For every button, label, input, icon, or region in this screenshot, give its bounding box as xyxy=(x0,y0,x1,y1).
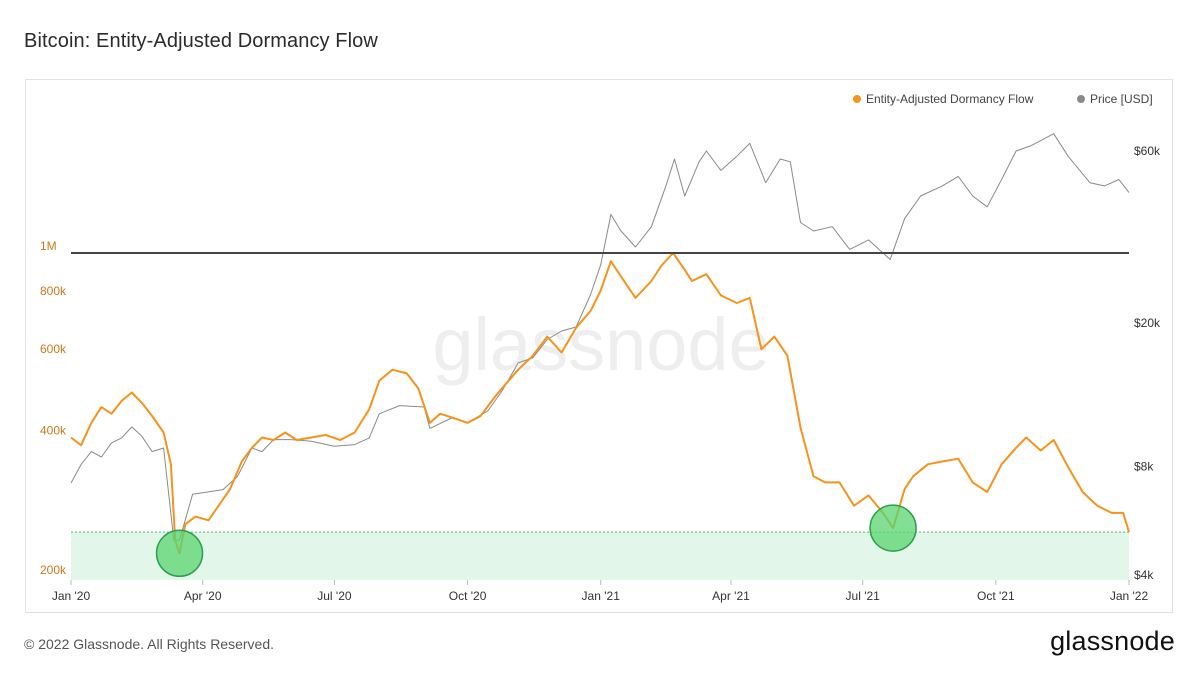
legend-swatch xyxy=(1077,95,1085,103)
brand-logo[interactable]: glassnode xyxy=(1050,626,1175,656)
bottom-highlight-marker xyxy=(869,504,917,552)
x-tick-label: Oct '21 xyxy=(977,589,1015,603)
chart-frame: glassnode Jan '20 Apr '20 Jul '20 Oct '20 Jan… xyxy=(25,79,1173,613)
copyright-text: © 2022 Glassnode. All Rights Reserved. xyxy=(24,636,275,652)
x-tick-label: Apr '20 xyxy=(184,589,222,603)
dormancy-flow-chart: glassnode Jan '20 Apr '20 Jul '20 Oct '20 Jan… xyxy=(40,92,1161,603)
y-left-tick-label: 200k xyxy=(40,563,67,577)
y-left-tick-label: 400k xyxy=(40,423,67,437)
x-tick-label: Apr '21 xyxy=(712,589,750,603)
y-right-tick-label: $4k xyxy=(1134,568,1154,582)
y-right-tick-label: $20k xyxy=(1134,316,1161,330)
price-series-line xyxy=(70,133,1130,541)
legend-label: Entity-Adjusted Dormancy Flow xyxy=(866,92,1034,106)
bottom-highlight-marker xyxy=(155,529,204,578)
x-tick-label: Jul '20 xyxy=(317,589,352,603)
y-right-tick-label: $8k xyxy=(1134,459,1154,473)
legend-swatch xyxy=(853,95,861,103)
legend-label: Price [USD] xyxy=(1090,92,1153,106)
buy-zone-band xyxy=(71,532,1129,580)
page-title: Bitcoin: Entity-Adjusted Dormancy Flow xyxy=(24,30,378,52)
dormancy-flow-series-line xyxy=(70,252,1130,555)
y-left-tick-label: 1M xyxy=(40,239,57,253)
x-tick-label: Jan '22 xyxy=(1110,589,1149,603)
watermark-text: glassnode xyxy=(432,303,769,386)
y-left-tick-label: 600k xyxy=(40,342,67,356)
x-tick-label: Jan '21 xyxy=(582,589,621,603)
x-tick-label: Jul '21 xyxy=(846,589,881,603)
y-left-tick-label: 800k xyxy=(40,284,67,298)
y-right-tick-label: $60k xyxy=(1134,144,1161,158)
x-tick-label: Jan '20 xyxy=(52,589,91,603)
x-tick-label: Oct '20 xyxy=(449,589,487,603)
